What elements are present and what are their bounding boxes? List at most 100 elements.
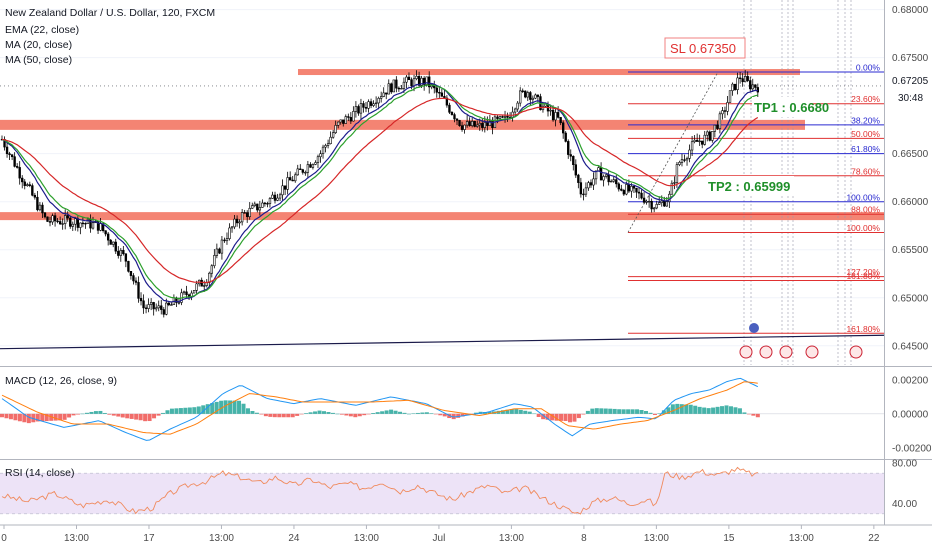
macd-histogram-bar bbox=[576, 413, 581, 419]
candle-body bbox=[276, 197, 279, 201]
candle-body bbox=[582, 193, 585, 196]
rsi-band bbox=[0, 473, 884, 514]
macd-histogram-bar bbox=[31, 413, 36, 423]
macd-histogram-bar bbox=[644, 411, 649, 414]
candle-body bbox=[531, 97, 535, 100]
macd-histogram-bar bbox=[245, 408, 250, 414]
macd-histogram-bar bbox=[755, 413, 760, 418]
legend-ema: EMA (22, close) bbox=[5, 24, 79, 36]
candle-body bbox=[754, 84, 757, 88]
economic-event-icon bbox=[805, 345, 819, 359]
candle-body bbox=[678, 162, 681, 165]
candle-body bbox=[84, 222, 87, 225]
candle-body bbox=[48, 221, 52, 223]
x-tick-label: 13:00 bbox=[354, 533, 379, 544]
economic-event-icon bbox=[759, 345, 773, 359]
candle-body bbox=[321, 146, 325, 155]
candle-body bbox=[708, 131, 711, 141]
candle-body bbox=[331, 132, 335, 138]
macd-histogram-bar bbox=[389, 409, 394, 414]
macd-histogram-bar bbox=[460, 413, 465, 417]
macd-histogram-bar bbox=[724, 405, 729, 414]
candle-body bbox=[192, 290, 196, 294]
macd-histogram-bar bbox=[250, 411, 255, 414]
tp2-label: TP2 : 0.65999 bbox=[708, 179, 790, 194]
candle-body bbox=[645, 201, 648, 203]
candle-body bbox=[683, 159, 686, 161]
x-tick-label: 13:00 bbox=[789, 533, 814, 544]
macd-histogram-bar bbox=[44, 413, 49, 422]
sl-label: SL 0.67350 bbox=[670, 41, 736, 56]
candle-body bbox=[23, 181, 26, 186]
legend-ma20: MA (20, close) bbox=[5, 39, 72, 51]
candle-body bbox=[281, 185, 284, 196]
candle-body bbox=[58, 221, 62, 225]
candle-body bbox=[519, 90, 522, 104]
candle-body bbox=[410, 79, 413, 87]
macd-histogram-bar bbox=[711, 407, 716, 414]
macd-histogram-bar bbox=[684, 404, 689, 414]
macd-histogram-bar bbox=[111, 413, 116, 416]
macd-histogram-bar bbox=[456, 413, 461, 418]
sl-box bbox=[664, 37, 746, 59]
candle-body bbox=[741, 78, 744, 83]
macd-histogram-bar bbox=[147, 413, 152, 422]
candle-body bbox=[612, 179, 615, 182]
candle-body bbox=[129, 270, 133, 276]
x-tick-label: 15 bbox=[723, 533, 735, 544]
macd-y-tick-label: 0.00200 bbox=[892, 375, 929, 386]
fib-level-label: 88.00% bbox=[851, 205, 880, 215]
fib-swing-connector bbox=[627, 71, 719, 233]
macd-histogram-bar bbox=[205, 404, 210, 414]
candle-body bbox=[660, 200, 663, 203]
candle-body bbox=[746, 76, 749, 81]
tp2-box bbox=[706, 176, 794, 196]
candle-body bbox=[61, 223, 64, 225]
candle-body bbox=[152, 302, 155, 310]
macd-histogram-bar bbox=[4, 413, 9, 419]
macd-title: MACD (12, 26, close, 9) bbox=[5, 375, 117, 387]
candle-body bbox=[33, 194, 37, 198]
candle-body bbox=[170, 304, 173, 306]
x-tick-label: 13:00 bbox=[499, 533, 524, 544]
candle-body bbox=[483, 122, 486, 128]
candle-body bbox=[238, 221, 241, 224]
candle-body bbox=[220, 239, 224, 254]
candle-body bbox=[630, 185, 633, 192]
last-price-badge bbox=[886, 73, 932, 87]
macd-histogram-bar bbox=[621, 409, 626, 414]
candle-body bbox=[587, 182, 590, 189]
last-price-label: 0.67205 bbox=[892, 76, 929, 87]
candle-body bbox=[405, 76, 408, 83]
candle-body bbox=[240, 212, 244, 223]
macd-histogram-bar bbox=[152, 413, 157, 419]
candle-body bbox=[114, 241, 117, 252]
candle-body bbox=[756, 87, 760, 93]
candle-body bbox=[215, 248, 219, 256]
macd-y-tick-label: -0.00200 bbox=[892, 443, 932, 454]
candle-body bbox=[695, 139, 699, 142]
candle-body bbox=[352, 111, 355, 122]
macd-histogram-bar bbox=[53, 413, 58, 421]
macd-histogram-bar bbox=[442, 413, 447, 417]
candle-body bbox=[407, 76, 411, 81]
tp1-box bbox=[752, 97, 810, 117]
macd-histogram-bar bbox=[545, 413, 550, 420]
macd-histogram-bar bbox=[178, 408, 183, 414]
candle-body bbox=[617, 183, 620, 190]
candle-body bbox=[733, 83, 737, 90]
candle-body bbox=[309, 164, 312, 168]
main-y-tick-label: 0.68000 bbox=[892, 5, 929, 16]
candle-body bbox=[182, 291, 186, 294]
candle-body bbox=[448, 104, 451, 113]
candle-body bbox=[521, 90, 524, 92]
macd-histogram-bar bbox=[241, 403, 246, 414]
candle-body bbox=[296, 168, 299, 176]
candle-body bbox=[589, 182, 593, 186]
macd-histogram-bar bbox=[554, 413, 559, 421]
candle-body bbox=[160, 305, 163, 310]
macd-histogram-bar bbox=[0, 413, 5, 418]
macd-histogram-bar bbox=[161, 412, 166, 414]
macd-histogram-bar bbox=[169, 408, 174, 414]
candle-body bbox=[721, 110, 724, 115]
